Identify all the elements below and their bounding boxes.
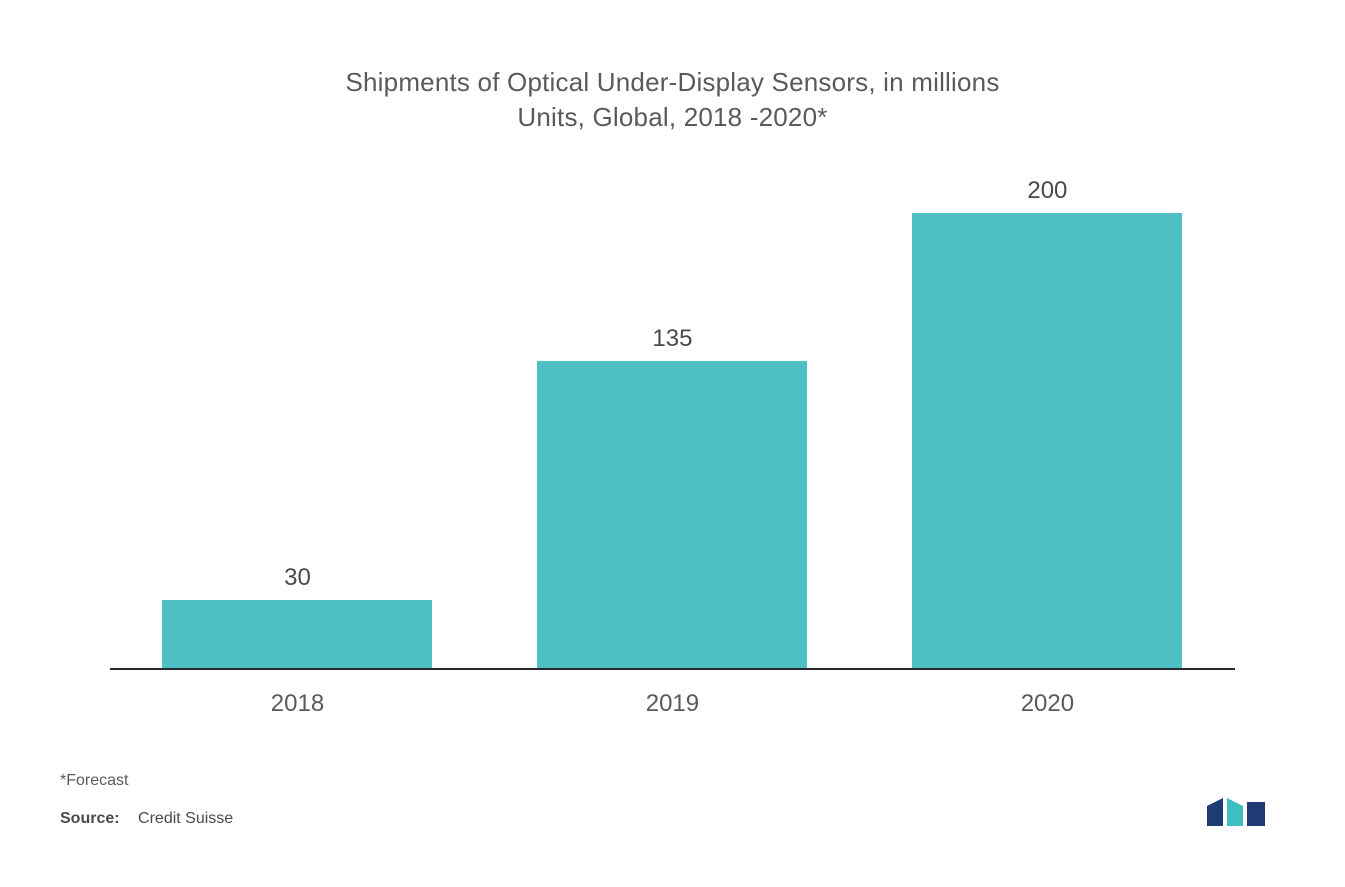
x-label-0: 2018 <box>110 690 485 718</box>
footnote: *Forecast <box>60 772 128 790</box>
source-label: Source: <box>60 810 120 827</box>
chart-container: Shipments of Optical Under-Display Senso… <box>60 40 1285 840</box>
source-text: Credit Suisse <box>138 810 233 827</box>
source-line: Source: Credit Suisse <box>60 810 233 828</box>
bar-group-2: 200 <box>860 190 1235 668</box>
title-line-1: Shipments of Optical Under-Display Senso… <box>345 67 999 97</box>
x-label-2: 2020 <box>860 690 1235 718</box>
bar-0: 30 <box>162 600 432 668</box>
bar-value-0: 30 <box>162 564 432 592</box>
plot-area: 30 135 200 <box>110 190 1235 670</box>
x-label-1: 2019 <box>485 690 860 718</box>
chart-title: Shipments of Optical Under-Display Senso… <box>60 40 1285 145</box>
bar-2: 200 <box>912 213 1182 668</box>
brand-logo-icon <box>1203 792 1275 830</box>
bar-value-1: 135 <box>537 325 807 353</box>
title-line-2: Units, Global, 2018 -2020* <box>517 102 827 132</box>
bar-group-0: 30 <box>110 190 485 668</box>
bar-group-1: 135 <box>485 190 860 668</box>
bar-1: 135 <box>537 361 807 668</box>
x-axis-labels: 2018 2019 2020 <box>110 690 1235 730</box>
bar-value-2: 200 <box>912 177 1182 205</box>
